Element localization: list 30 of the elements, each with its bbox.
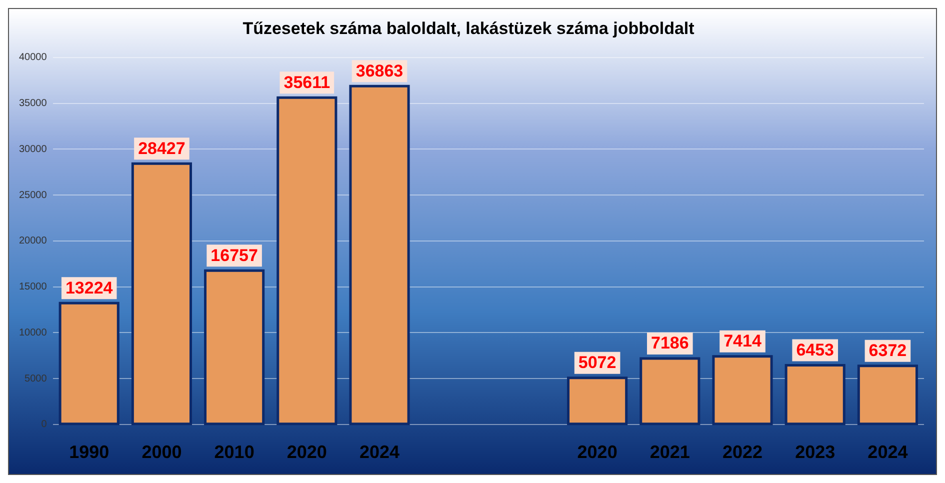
data-label: 16757 — [210, 246, 258, 265]
y-tick-label: 20000 — [18, 236, 48, 247]
x-tick-label: 2023 — [795, 442, 836, 462]
data-label: 36863 — [356, 61, 404, 80]
chart-title: Tűzesetek száma baloldalt, lakástüzek száma jobboldalt — [242, 18, 695, 38]
data-label: 28427 — [138, 138, 186, 158]
y-tick-label: 25000 — [18, 190, 48, 201]
y-tick-label: 0 — [41, 419, 48, 430]
data-label: 35611 — [284, 72, 330, 92]
y-tick-label: 15000 — [18, 282, 48, 293]
y-tick-label: 35000 — [18, 98, 48, 110]
x-tick-label: 2020 — [577, 442, 618, 462]
data-label: 6372 — [868, 341, 907, 360]
x-tick-label: 2024 — [868, 442, 908, 462]
y-tick-label: 5000 — [24, 373, 48, 384]
data-label: 7414 — [724, 332, 762, 351]
x-tick-label: 2000 — [142, 442, 182, 462]
y-tick-label: 40000 — [18, 52, 48, 64]
x-tick-label: 2021 — [650, 442, 690, 462]
x-tick-label: 2022 — [722, 442, 763, 462]
data-label: 7186 — [650, 334, 689, 353]
data-label: 13224 — [65, 278, 114, 298]
y-tick-label: 30000 — [18, 144, 48, 155]
x-tick-label: 1990 — [69, 442, 110, 462]
y-tick-label: 10000 — [18, 327, 48, 338]
x-tick-label: 2020 — [286, 442, 327, 462]
x-tick-label: 2010 — [214, 442, 254, 462]
data-label: 6453 — [796, 340, 834, 360]
data-label: 5072 — [578, 353, 616, 372]
x-tick-label: 2024 — [359, 442, 400, 462]
